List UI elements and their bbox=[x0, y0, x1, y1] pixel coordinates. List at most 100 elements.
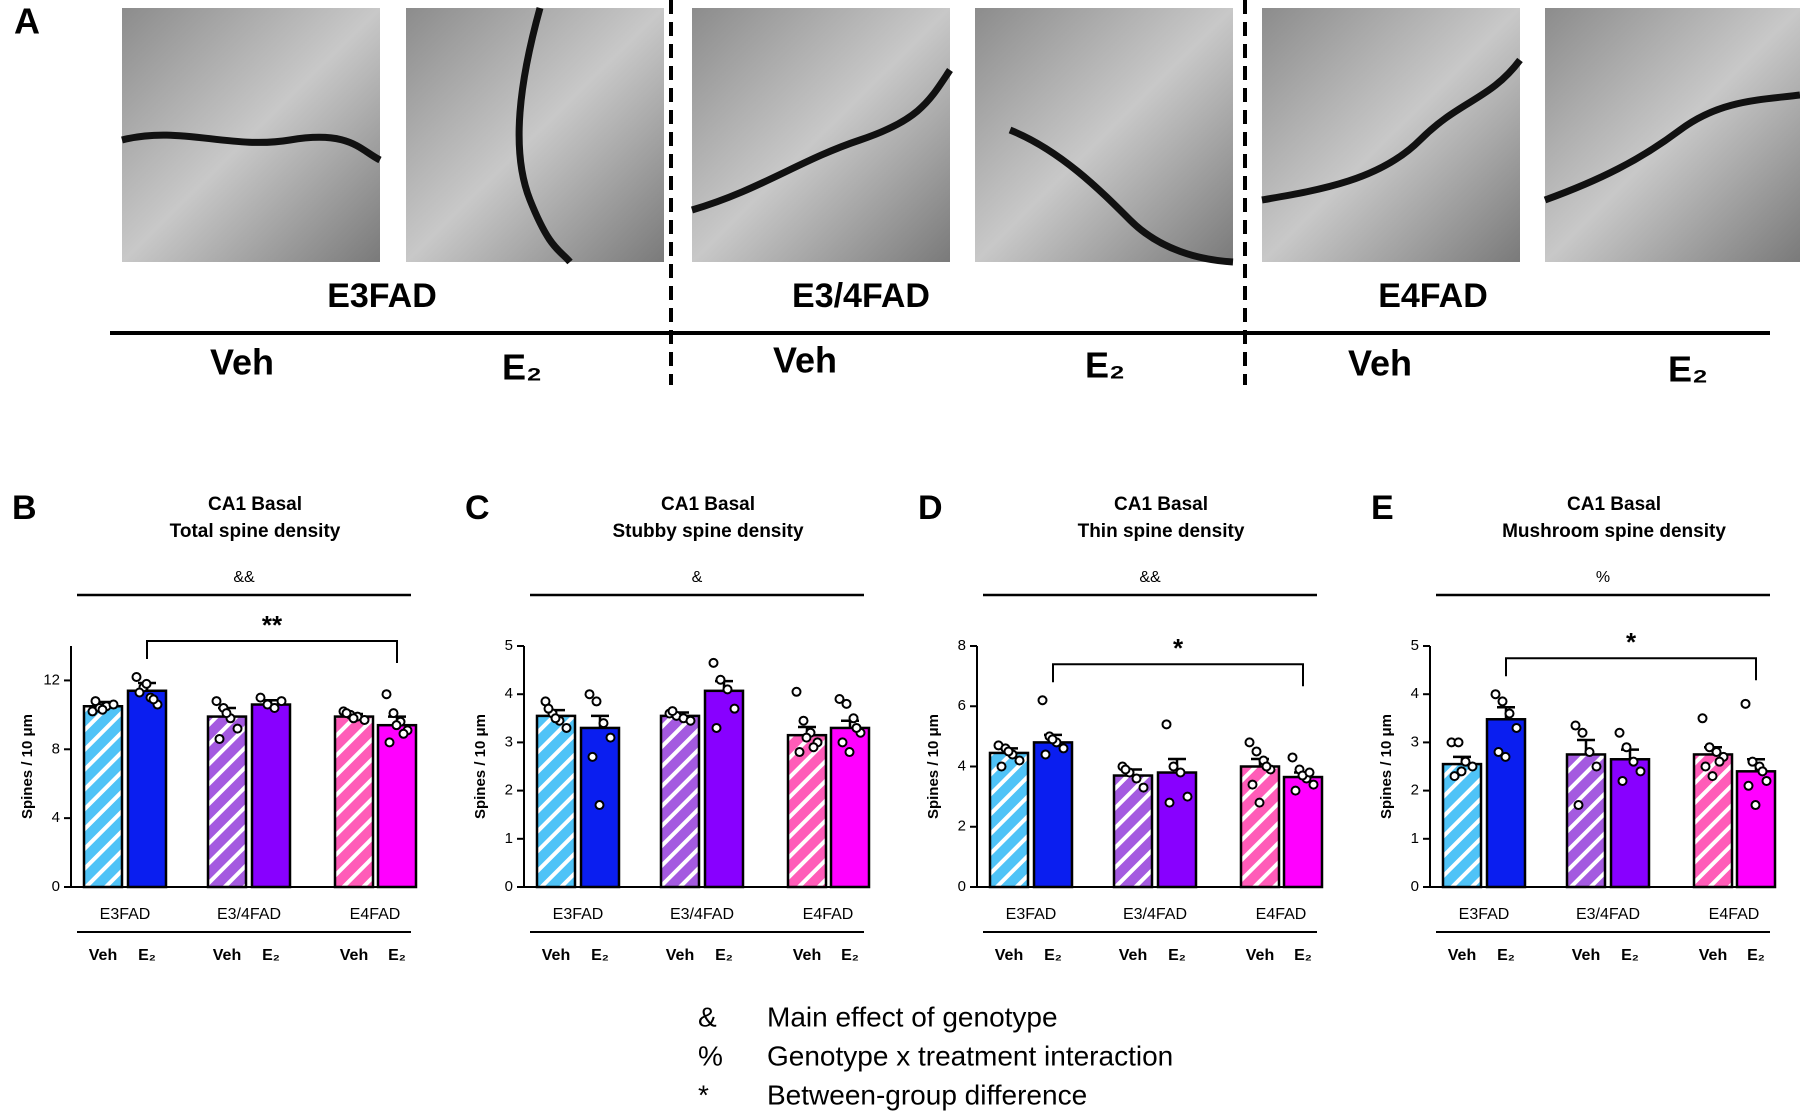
y-axis-label: Spines / 10 μm bbox=[1378, 714, 1395, 819]
bar bbox=[1032, 741, 1074, 889]
micrograph bbox=[406, 8, 664, 262]
data-point bbox=[1628, 756, 1639, 767]
comparison-label: * bbox=[1173, 633, 1184, 663]
micrograph bbox=[1262, 8, 1520, 262]
treatment-label: E₂ bbox=[1085, 345, 1125, 386]
genotype-label: E3FAD bbox=[327, 277, 437, 315]
dendrite bbox=[691, 68, 953, 214]
data-point bbox=[1747, 756, 1758, 767]
data-point bbox=[255, 692, 266, 703]
data-point bbox=[1164, 797, 1175, 808]
x-tick-label: Veh bbox=[340, 947, 368, 964]
data-point bbox=[1308, 779, 1319, 790]
bar bbox=[1609, 758, 1651, 889]
comparison-bracket bbox=[1505, 657, 1757, 681]
y-tick-label: 0 bbox=[52, 878, 60, 895]
data-point bbox=[848, 713, 859, 724]
y-tick-label: 5 bbox=[505, 637, 513, 654]
data-point bbox=[1058, 743, 1069, 754]
data-point bbox=[1254, 797, 1265, 808]
treatment-label: E₂ bbox=[1668, 349, 1708, 390]
comparison-bracket bbox=[1052, 663, 1304, 687]
treatment-label: Veh bbox=[210, 342, 274, 383]
data-point bbox=[108, 699, 119, 710]
x-tick-label: Veh bbox=[1448, 947, 1476, 964]
x-tick-label: Veh bbox=[666, 947, 694, 964]
data-point bbox=[1714, 756, 1725, 767]
x-tick-label: Veh bbox=[89, 947, 117, 964]
data-point bbox=[1584, 747, 1595, 758]
data-point bbox=[708, 657, 719, 668]
chart-subtitle: Total spine density bbox=[170, 521, 341, 542]
group-label: E3/4FAD bbox=[1123, 906, 1187, 923]
comparison-label: ** bbox=[262, 610, 283, 640]
y-tick-label: 5 bbox=[1411, 637, 1419, 654]
effect-symbol: && bbox=[1139, 569, 1161, 586]
y-tick-label: 1 bbox=[505, 830, 513, 847]
dendrite bbox=[121, 131, 382, 164]
y-tick-label: 4 bbox=[505, 685, 513, 702]
x-tick-label: E₂ bbox=[1621, 947, 1639, 964]
x-tick-label: Veh bbox=[542, 947, 570, 964]
y-tick-label: 0 bbox=[1411, 878, 1419, 895]
data-point bbox=[1182, 791, 1193, 802]
x-tick-label: Veh bbox=[1572, 947, 1600, 964]
data-point bbox=[1168, 761, 1179, 772]
data-point bbox=[794, 747, 805, 758]
group-label: E4FAD bbox=[1709, 906, 1760, 923]
data-point bbox=[276, 696, 287, 707]
x-tick-label: Veh bbox=[995, 947, 1023, 964]
data-point bbox=[851, 722, 862, 733]
bar bbox=[703, 689, 745, 889]
y-tick-label: 2 bbox=[505, 782, 513, 799]
effect-symbol: % bbox=[1596, 569, 1610, 586]
data-point bbox=[1047, 734, 1058, 745]
group-label: E4FAD bbox=[803, 906, 854, 923]
data-point bbox=[550, 713, 561, 724]
bar bbox=[376, 723, 418, 889]
data-point bbox=[808, 742, 819, 753]
data-point bbox=[1449, 771, 1460, 782]
x-tick-label: E₂ bbox=[1044, 947, 1062, 964]
data-point bbox=[1304, 767, 1315, 778]
data-point bbox=[543, 703, 554, 714]
x-tick-label: E₂ bbox=[1497, 947, 1515, 964]
data-point bbox=[1287, 752, 1298, 763]
data-point bbox=[711, 722, 722, 733]
y-axis-label: Spines / 10 μm bbox=[472, 714, 489, 819]
dendrite bbox=[1008, 126, 1234, 266]
bar bbox=[659, 714, 701, 889]
genotype-label: E4FAD bbox=[1378, 277, 1488, 315]
bar bbox=[333, 715, 375, 889]
bar bbox=[1239, 765, 1281, 889]
bar bbox=[1485, 718, 1527, 889]
data-point bbox=[1614, 727, 1625, 738]
y-tick-label: 4 bbox=[52, 809, 60, 826]
bar bbox=[1112, 774, 1154, 889]
data-point bbox=[1511, 722, 1522, 733]
y-axis-label: Spines / 10 μm bbox=[925, 714, 942, 819]
legend-symbol: * bbox=[698, 1079, 709, 1110]
data-point bbox=[1704, 742, 1715, 753]
data-point bbox=[214, 733, 225, 744]
y-tick-label: 1 bbox=[1411, 830, 1419, 847]
effect-symbol: & bbox=[692, 569, 703, 586]
genotype-label: E3/4FAD bbox=[792, 277, 930, 315]
legend-text: Between-group difference bbox=[767, 1079, 1087, 1110]
data-point bbox=[1573, 800, 1584, 811]
bar bbox=[1735, 770, 1777, 889]
data-point bbox=[134, 687, 145, 698]
data-point bbox=[341, 708, 352, 719]
bar bbox=[1565, 753, 1607, 889]
comparison-label: * bbox=[1626, 627, 1637, 657]
chart-title: CA1 Basal bbox=[1567, 494, 1661, 515]
y-axis-label: Spines / 10 μm bbox=[19, 714, 36, 819]
data-point bbox=[1697, 713, 1708, 724]
dendrite bbox=[1261, 57, 1523, 204]
data-point bbox=[381, 689, 392, 700]
x-tick-label: E₂ bbox=[262, 947, 280, 964]
y-tick-label: 3 bbox=[505, 733, 513, 750]
bar bbox=[250, 703, 292, 889]
data-point bbox=[1120, 764, 1131, 775]
data-point bbox=[1570, 720, 1581, 731]
